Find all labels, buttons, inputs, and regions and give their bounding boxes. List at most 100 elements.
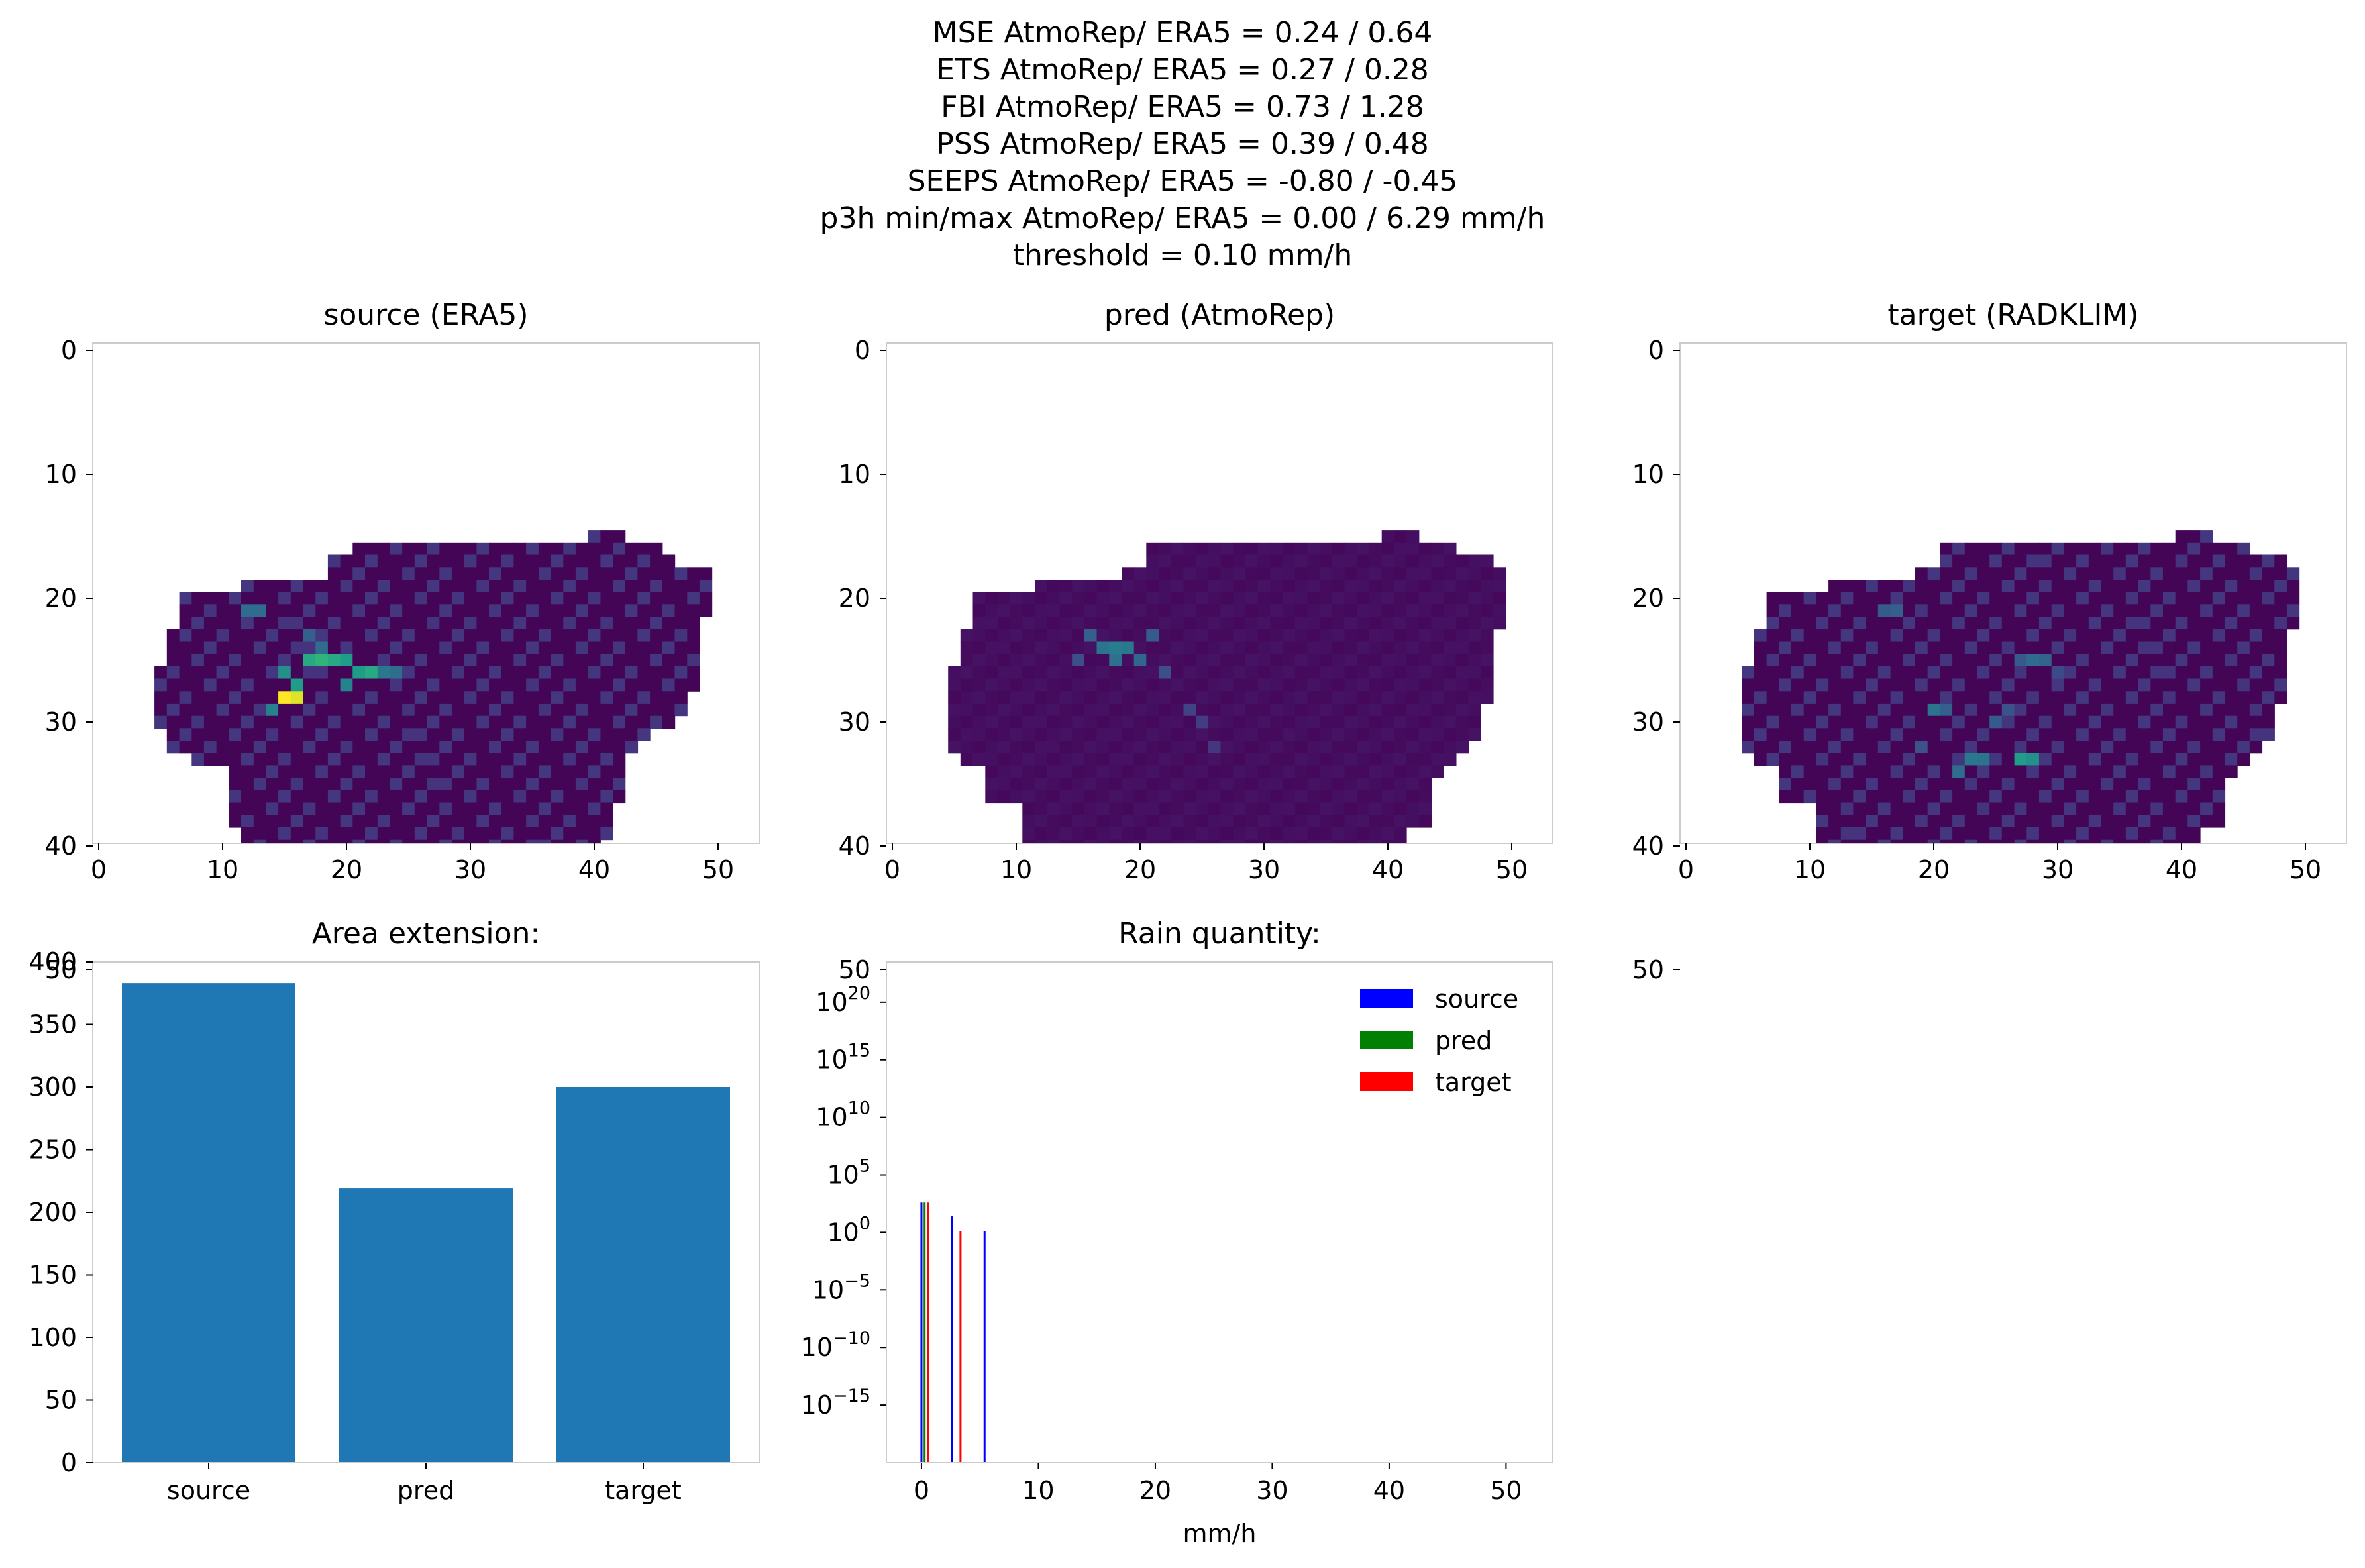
heatmap-cell [1072, 604, 1085, 617]
heatmap-cell [526, 654, 539, 667]
heatmap-cell [2125, 741, 2139, 754]
heatmap-cell [2249, 554, 2263, 568]
heatmap-cell [2051, 827, 2064, 841]
heatmap-cell [1344, 715, 1357, 729]
heatmap-cell [427, 852, 440, 864]
heatmap-cell [2088, 827, 2102, 841]
heatmap-cell [625, 654, 639, 667]
heatmap-cell [538, 554, 552, 568]
heatmap-cell [513, 617, 527, 630]
heatmap-cell [1122, 654, 1135, 667]
heatmap-cell [414, 654, 428, 667]
heatmap-cell [1455, 691, 1469, 704]
heatmap-cell [613, 654, 626, 667]
heatmap-cell [451, 753, 465, 766]
heatmap-cell [2187, 617, 2201, 630]
heatmap-cell [1208, 802, 1222, 815]
heatmap-cell [501, 542, 515, 556]
heatmap-cell [613, 778, 626, 791]
heatmap-cell [1952, 852, 1965, 864]
heatmap-cell [1233, 580, 1246, 593]
heatmap-cell [2175, 778, 2188, 791]
heatmap-cell [241, 864, 254, 877]
heatmap-cell [1022, 741, 1035, 754]
heatmap-cell [476, 827, 490, 841]
heatmap-cell [2014, 728, 2027, 741]
heatmap-cell [1159, 554, 1172, 568]
heatmap-cell [1171, 877, 1184, 890]
heatmap-cell [2150, 629, 2164, 643]
heatmap-cell [2200, 554, 2213, 568]
heatmap-cell [1196, 554, 1209, 568]
heatmap-cell [2262, 641, 2275, 654]
heatmap-cell [1233, 802, 1246, 815]
heatmap-cell [2162, 815, 2176, 828]
heatmap-cell [1035, 864, 1047, 877]
heatmap-cell [1418, 604, 1432, 617]
heatmap-cell [538, 604, 552, 617]
heatmap-cell [365, 542, 378, 556]
heatmap-cell [1977, 703, 1990, 717]
y-tick-label: 50 [1632, 955, 1664, 984]
heatmap-cell [1035, 678, 1048, 692]
heatmap-cell [340, 715, 353, 729]
y-tick-label: 100 [827, 1213, 870, 1247]
heatmap-cell [1754, 753, 1767, 766]
heatmap-cell [2014, 641, 2027, 654]
heatmap-cell [1381, 703, 1394, 717]
heatmap-cell [1084, 802, 1098, 815]
heatmap-cell [1903, 864, 1915, 877]
heatmap-cell [377, 617, 391, 630]
heatmap-cell [2064, 765, 2077, 778]
heatmap-cell [650, 654, 663, 667]
heatmap-cell [365, 815, 378, 828]
heatmap-target-cells [1742, 530, 2300, 890]
heatmap-cell [427, 703, 440, 717]
heatmap-cell [1877, 839, 1891, 843]
heatmap-cell [1840, 790, 1854, 804]
heatmap-cell [414, 728, 428, 741]
heatmap-cell [1866, 753, 1879, 766]
heatmap-cell [1903, 839, 1916, 843]
heatmap-cell [501, 753, 515, 766]
heatmap-cell [1877, 753, 1891, 766]
heatmap-cell [1084, 827, 1098, 841]
heatmap-cell [2225, 678, 2238, 692]
heatmap-cell [303, 654, 316, 667]
heatmap-cell [1084, 678, 1098, 692]
heatmap-cell [476, 802, 490, 815]
heatmap-cell [637, 654, 651, 667]
heatmap-cell [1977, 678, 1990, 692]
heatmap-cell [1853, 765, 1866, 778]
heatmap-cell [1890, 666, 1903, 680]
heatmap-cell [2162, 765, 2176, 778]
heatmap-cell [352, 815, 366, 828]
heatmap-cell [489, 765, 502, 778]
heatmap-cell [1903, 790, 1916, 804]
heatmap-cell [1307, 715, 1320, 729]
heatmap-cell [1766, 629, 1779, 643]
heatmap-cell [538, 790, 552, 804]
heatmap-cell [1803, 691, 1816, 704]
heatmap-cell [2038, 641, 2052, 654]
heatmap-cell [551, 839, 564, 843]
heatmap-cell [2101, 741, 2114, 754]
heatmap-cell [1122, 567, 1135, 580]
heatmap-cell [625, 703, 639, 717]
heatmap-cell [414, 617, 428, 630]
heatmap-cell [1109, 715, 1122, 729]
heatmap-cell [2150, 753, 2164, 766]
heatmap-cell [637, 666, 651, 680]
heatmap-cell [2150, 703, 2164, 717]
heatmap-cell [1853, 827, 1866, 841]
heatmap-cell [2002, 877, 2015, 890]
heatmap-cell [1035, 604, 1048, 617]
heatmap-cell [2262, 666, 2275, 680]
y-tick-label: 150 [28, 1261, 77, 1290]
heatmap-cell [377, 753, 391, 766]
heatmap-cell [1035, 703, 1048, 717]
heatmap-cell [229, 715, 242, 729]
heatmap-cell [1927, 617, 1940, 630]
heatmap-cell [1357, 592, 1370, 605]
heatmap-cell [1159, 715, 1172, 729]
